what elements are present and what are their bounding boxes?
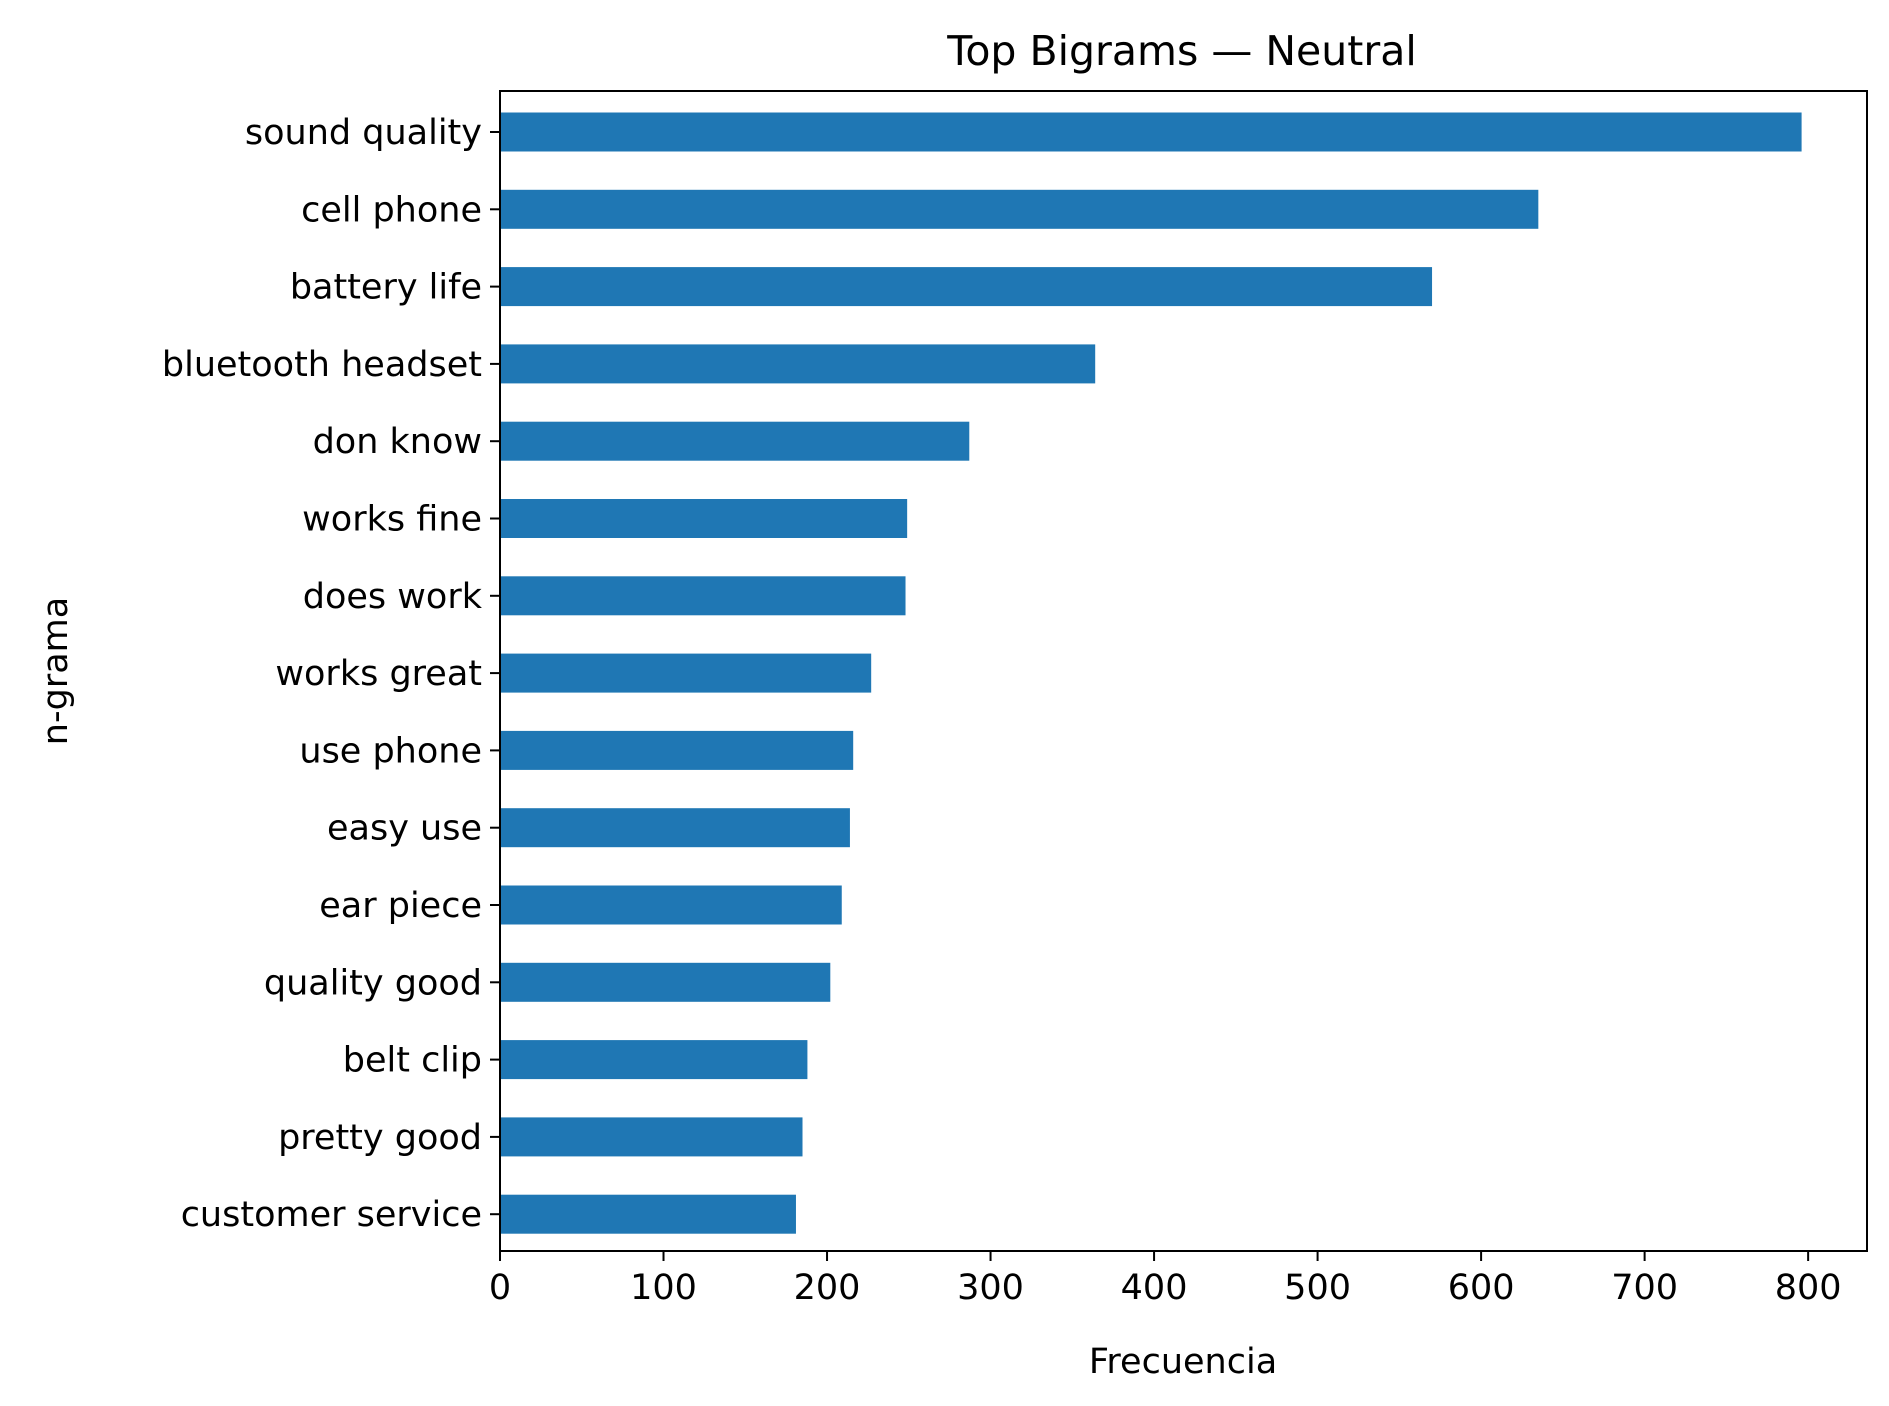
y-tick-label: pretty good xyxy=(278,1118,482,1158)
x-axis-label: Frecuencia xyxy=(1089,1342,1277,1382)
bar-pretty-good xyxy=(500,1117,803,1157)
x-tick-label: 300 xyxy=(957,1268,1024,1308)
plot-frame xyxy=(499,90,1868,1252)
x-tick-label: 700 xyxy=(1611,1268,1678,1308)
y-tick-label: ear piece xyxy=(319,886,482,926)
bar-cell-phone xyxy=(500,189,1539,229)
bar-sound-quality xyxy=(500,112,1802,152)
y-tick-label: don know xyxy=(313,422,482,462)
y-tick-label: easy use xyxy=(327,809,482,849)
chart-title: Top Bigrams — Neutral xyxy=(946,27,1416,75)
y-tick-label: sound quality xyxy=(245,113,482,153)
y-tick-label: does work xyxy=(303,577,483,617)
bar-works-fine xyxy=(500,499,908,538)
x-tick-label: 500 xyxy=(1284,1268,1351,1308)
y-tick-label: customer service xyxy=(181,1195,482,1235)
y-tick-label: cell phone xyxy=(301,190,482,230)
bar-works-great xyxy=(500,653,872,693)
x-axis-ticks: 0 100 200 300 400 500 600 700 800 xyxy=(489,1251,1842,1308)
y-tick-label: quality good xyxy=(264,963,482,1003)
y-tick-label: belt clip xyxy=(343,1041,482,1081)
bar-quality-good xyxy=(500,962,831,1002)
bar-does-work xyxy=(500,576,906,616)
y-tick-label: use phone xyxy=(299,731,482,771)
bars-group xyxy=(500,112,1802,1234)
y-tick-label: works fine xyxy=(302,500,482,540)
x-tick-label: 200 xyxy=(794,1268,861,1308)
bar-customer-service xyxy=(500,1194,796,1234)
bar-belt-clip xyxy=(500,1040,808,1080)
bar-ear-piece xyxy=(500,885,842,925)
bar-battery-life xyxy=(500,267,1433,307)
x-tick-label: 0 xyxy=(489,1268,511,1308)
bar-don-know xyxy=(500,421,970,461)
y-tick-label: works great xyxy=(275,654,482,694)
y-axis-label: n-grama xyxy=(36,597,76,745)
y-tick-label: battery life xyxy=(290,268,482,308)
y-axis-ticks: sound quality cell phone battery life bluet… xyxy=(162,113,500,1235)
x-tick-label: 800 xyxy=(1775,1268,1842,1308)
x-tick-label: 600 xyxy=(1448,1268,1515,1308)
bar-easy-use xyxy=(500,808,850,848)
bar-use-phone xyxy=(500,730,854,770)
bar-bluetooth-headset xyxy=(500,344,1096,384)
y-tick-label: bluetooth headset xyxy=(162,345,482,385)
x-tick-label: 100 xyxy=(630,1268,697,1308)
x-tick-label: 400 xyxy=(1121,1268,1188,1308)
